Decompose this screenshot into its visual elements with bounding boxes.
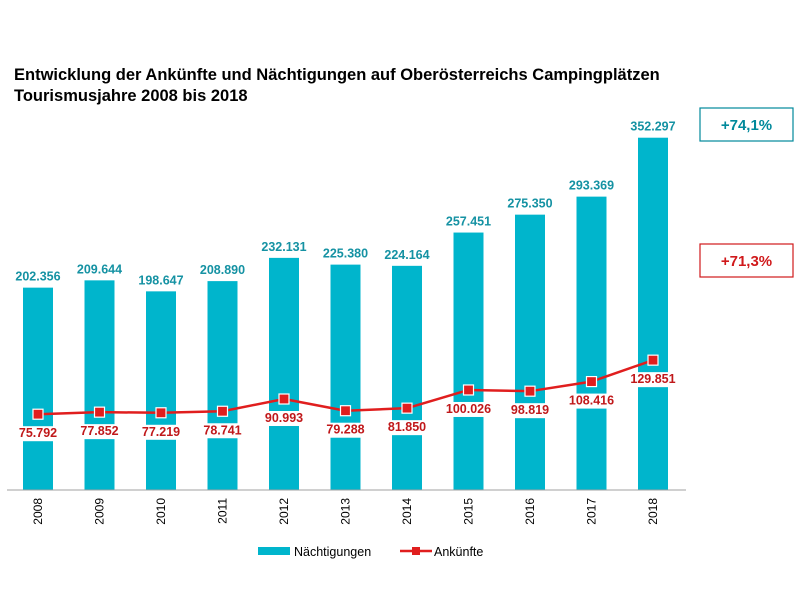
legend: Nächtigungen Ankünfte: [258, 545, 483, 559]
line-label-bg-2008: [14, 426, 62, 442]
line-label-2018: 129.851: [630, 372, 675, 386]
bar-2012: [269, 257, 299, 490]
bar-label-2014: 224.164: [384, 248, 429, 262]
bar-2008: [23, 287, 53, 490]
line-label-2010: 77.219: [142, 425, 180, 439]
bar-2014: [392, 265, 422, 490]
bar-2010: [146, 291, 176, 490]
bar-2015: [453, 232, 484, 490]
bar-label-2015: 257.451: [446, 215, 491, 229]
line-point-2011: [216, 405, 229, 417]
chart-subtitle: Tourismusjahre 2008 bis 2018: [14, 87, 248, 105]
legend-line-marker: [412, 547, 420, 555]
bar-2017: [576, 196, 607, 491]
legend-line-label: Ankünfte: [434, 545, 483, 559]
line-label-bg-2013: [321, 422, 370, 438]
line-label-bg-2011: [198, 423, 247, 439]
bar-2009: [84, 280, 115, 490]
line-point-2018: [647, 354, 659, 366]
bar-2011: [207, 281, 238, 490]
chart-title: Entwicklung der Ankünfte und Nächtigunge…: [14, 66, 660, 84]
line-label-2015: 100.026: [446, 402, 491, 416]
line-growth-callout-box: [699, 243, 794, 278]
line-point-2008: [32, 408, 44, 420]
bar-label-2009: 209.644: [77, 262, 122, 276]
line-label-2009: 77.852: [80, 424, 118, 438]
bar-series: [23, 137, 668, 491]
bar-label-2013: 225.380: [323, 247, 368, 261]
legend-bar-label: Nächtigungen: [294, 545, 371, 559]
x-tick-2016: 2016: [523, 498, 537, 525]
bar-label-2016: 275.350: [507, 197, 552, 211]
x-tick-2008: 2008: [31, 498, 45, 525]
x-tick-labels: 2008 2009 2010 2011 2012 2013 2014 2015 2016 2017…: [31, 498, 660, 525]
line-label-bg-2016: [506, 403, 554, 419]
line-point-2012: [278, 393, 290, 405]
line-label-bg-2018: [625, 372, 681, 388]
callouts: +74,1% +71,3%: [699, 107, 794, 278]
line-label-2011: 78.741: [203, 423, 241, 437]
line-label-2012: 90.993: [265, 411, 303, 425]
x-tick-2009: 2009: [93, 498, 107, 525]
bar-label-2018: 352.297: [630, 120, 675, 134]
line-label-2014: 81.850: [388, 420, 426, 434]
line-point-2016: [524, 385, 536, 397]
legend-bar-swatch: [258, 547, 290, 555]
x-tick-2012: 2012: [277, 498, 291, 525]
line-label-2017: 108.416: [569, 394, 614, 408]
x-tick-2013: 2013: [339, 498, 353, 525]
line-growth-callout: +71,3%: [721, 253, 772, 270]
bar-label-2008: 202.356: [15, 270, 60, 284]
bar-label-2011: 208.890: [200, 263, 245, 277]
line-label-bg-2015: [441, 401, 496, 417]
x-tick-2018: 2018: [646, 498, 660, 525]
line-point-2017: [585, 375, 598, 388]
line-point-2014: [401, 402, 413, 414]
x-tick-2011: 2011: [216, 498, 230, 524]
bar-2013: [330, 264, 361, 490]
x-tick-2017: 2017: [585, 498, 599, 525]
bars-growth-callout-box: [699, 107, 794, 142]
line-point-2013: [339, 405, 352, 417]
line-series: 75.792 77.852 77.219 78.741 90.993 79.288 81.8…: [14, 354, 681, 442]
line-label-bg-2009: [75, 424, 124, 440]
bar-label-2012: 232.131: [261, 240, 306, 254]
line-label-2008: 75.792: [19, 426, 57, 440]
bars-growth-callout: +74,1%: [721, 117, 772, 134]
line-point-2015: [462, 384, 475, 396]
bar-label-2010: 198.647: [138, 273, 183, 287]
line-label-bg-2012: [260, 411, 308, 427]
bar-2018: [638, 137, 668, 490]
line-label-2016: 98.819: [511, 403, 549, 417]
bar-labels: 202.356 209.644 198.647 208.890 232.131 225.3…: [15, 120, 675, 288]
line-point-2009: [93, 406, 106, 418]
line-label-2013: 79.288: [326, 423, 364, 437]
bar-2016: [515, 214, 545, 490]
line-label-bg-2010: [137, 424, 185, 440]
x-tick-2015: 2015: [462, 498, 476, 525]
x-tick-2010: 2010: [154, 498, 168, 525]
line-label-bg-2014: [383, 420, 431, 436]
line-point-2010: [155, 407, 167, 419]
bar-label-2017: 293.369: [569, 179, 614, 193]
line-label-bg-2017: [564, 393, 619, 409]
x-tick-2014: 2014: [400, 498, 414, 525]
